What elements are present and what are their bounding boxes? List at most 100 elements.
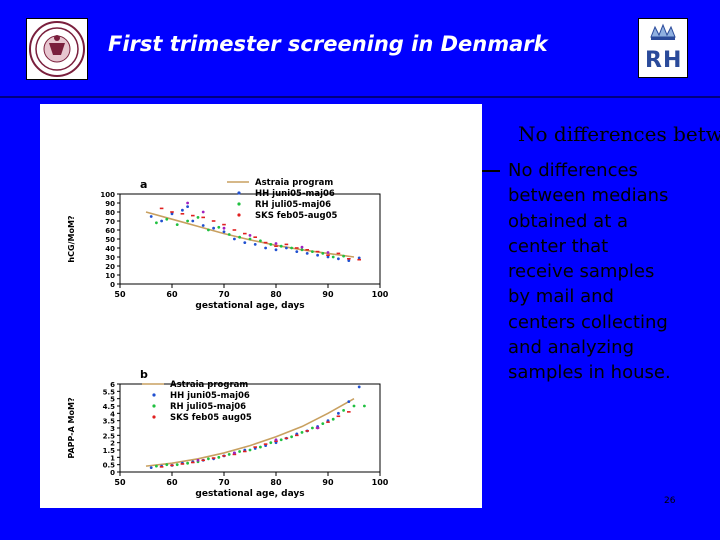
data-point-rh — [331, 255, 335, 259]
legend-entry: HH juni05-maj06 — [255, 189, 335, 199]
data-point-sks — [253, 446, 257, 448]
data-point-rh — [331, 417, 335, 421]
y-tick-label: 60 — [105, 227, 115, 235]
svg-text:H: H — [663, 48, 681, 73]
y-tick-label: 70 — [105, 218, 115, 226]
legend-entry: Astraia program — [170, 380, 248, 390]
x-tick-label: 50 — [114, 478, 126, 487]
overflow-heading: No differences betwe — [518, 122, 720, 146]
data-point-sks — [211, 457, 216, 459]
data-point-sks — [326, 254, 330, 256]
x-tick-label: 80 — [270, 478, 282, 487]
legend-entry: HH juni05-maj06 — [170, 391, 250, 401]
data-point-rh — [196, 216, 200, 219]
data-point-rh — [155, 221, 158, 225]
chart-svg: a50 60 70 80 90 1000102030405060708090100gest… — [67, 178, 389, 499]
data-point-rh — [175, 223, 179, 226]
x-tick-label: 80 — [270, 290, 282, 299]
data-point-overlap — [274, 242, 278, 245]
y-tick-label: 5.5 — [103, 388, 116, 396]
data-point-sks — [191, 461, 195, 464]
data-point-rh — [363, 404, 366, 408]
data-point-overlap — [196, 458, 200, 462]
data-point-sks — [232, 229, 237, 231]
data-point-rh — [238, 235, 242, 239]
y-tick-label: 0 — [110, 469, 115, 477]
data-point-rh — [269, 243, 273, 246]
data-point-rh — [290, 246, 293, 250]
data-point-rh — [217, 455, 221, 459]
data-point-hh — [186, 205, 190, 208]
data-point-hh — [233, 237, 236, 241]
data-point-rh — [321, 422, 325, 425]
legend-entry: RH juli05-maj06 — [255, 200, 331, 210]
panel-label: a — [140, 178, 147, 191]
data-point-sks — [347, 411, 351, 413]
x-axis-label: gestational age, days — [195, 489, 304, 499]
data-point-hh — [170, 212, 174, 216]
data-point-sks — [357, 258, 361, 261]
data-point-rh — [342, 409, 345, 412]
slide-header — [0, 0, 720, 96]
y-tick-label: 40 — [105, 245, 115, 253]
y-tick-label: 30 — [105, 254, 115, 262]
data-point-hh — [316, 253, 319, 257]
x-tick-label: 90 — [322, 290, 334, 299]
data-point-rh — [217, 225, 221, 229]
legend-entry: Astraia program — [255, 178, 333, 188]
panel-label: b — [140, 368, 148, 381]
data-point-hh — [160, 219, 163, 223]
data-point-rh — [248, 237, 252, 241]
y-tick-label: 3 — [110, 425, 115, 433]
legend-swatch — [237, 191, 241, 195]
data-point-sks — [263, 241, 268, 244]
x-tick-label: 60 — [166, 290, 178, 299]
data-point-sks — [305, 430, 309, 432]
x-tick-label: 100 — [372, 478, 389, 487]
y-tick-label: 6 — [110, 381, 115, 389]
data-point-sks — [191, 214, 195, 217]
data-point-sks — [253, 236, 257, 238]
data-point-hh — [285, 246, 288, 250]
data-point-rh — [279, 438, 283, 442]
legend-swatch — [152, 393, 156, 397]
data-point-rh — [352, 404, 356, 408]
data-point-rh — [321, 252, 325, 255]
data-point-hh — [295, 250, 299, 254]
data-point-rh — [300, 431, 304, 434]
body-text: No differences between medians obtained … — [508, 160, 671, 384]
data-point-overlap — [248, 234, 252, 237]
legend-entry: SKS feb05 aug05 — [170, 413, 252, 423]
data-point-hh — [191, 219, 195, 223]
y-tick-label: 1 — [110, 454, 115, 462]
data-point-rh — [342, 254, 345, 258]
data-point-rh — [175, 463, 179, 467]
data-point-hh — [337, 257, 340, 261]
data-point-sks — [243, 232, 247, 235]
legend-entry: SKS feb05-aug05 — [255, 211, 337, 221]
data-point-rh — [311, 426, 314, 430]
x-tick-label: 70 — [218, 478, 230, 487]
data-point-sks — [180, 213, 185, 215]
y-tick-label: 80 — [105, 209, 115, 217]
data-point-sks — [336, 415, 341, 418]
data-point-overlap — [186, 201, 190, 205]
data-point-overlap — [326, 251, 330, 254]
data-point-sks — [263, 443, 268, 445]
series-line-astraia — [145, 397, 355, 467]
data-point-rh — [248, 448, 252, 452]
data-point-rh — [165, 463, 169, 467]
data-point-rh — [269, 441, 273, 445]
page-number: 26 — [664, 496, 676, 506]
data-point-hh — [357, 256, 361, 260]
chart-figure: a 50 60 70 80 90 100 0 10 20 30 40 50 60 70 80 90 100 gest… — [40, 104, 482, 508]
data-point-hh — [326, 255, 330, 259]
data-point-rh — [207, 228, 210, 232]
data-point-sks — [274, 440, 278, 442]
x-tick-label: 90 — [322, 478, 334, 487]
data-point-rh — [155, 464, 158, 468]
data-point-overlap — [222, 226, 226, 230]
data-point-rh — [259, 445, 262, 449]
x-tick-label: 100 — [372, 290, 389, 299]
y-tick-label: 100 — [100, 191, 115, 199]
